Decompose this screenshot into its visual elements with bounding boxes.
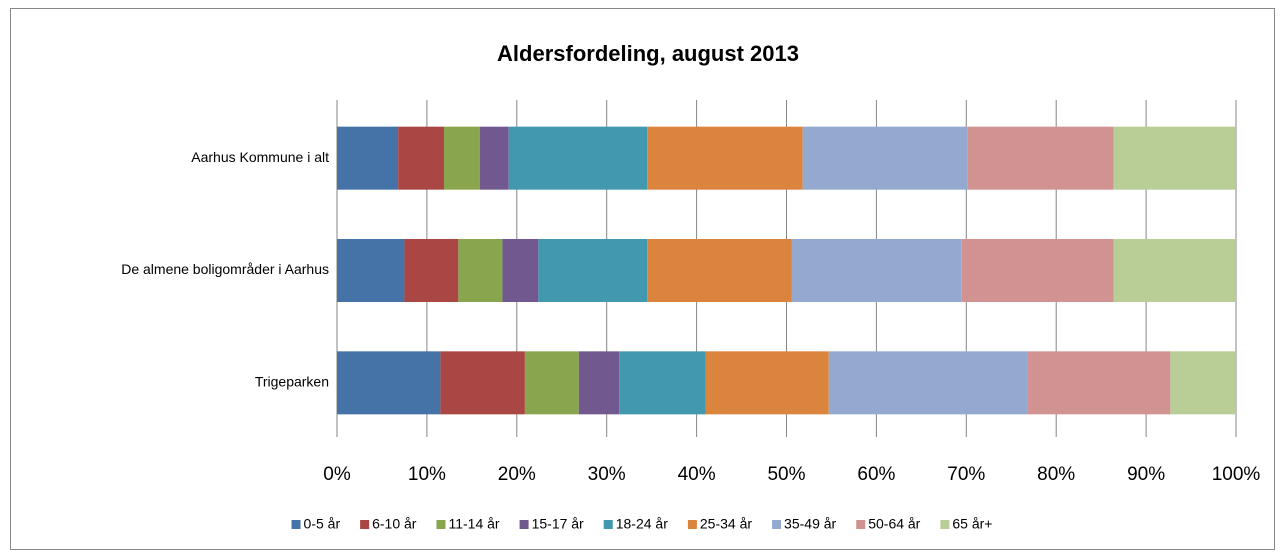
legend-label: 11-14 år [448,516,499,532]
bar-segment [337,351,441,415]
bar-segment [967,126,1114,190]
bar-segment [508,126,648,190]
y-tick-label: Aarhus Kommune i alt [191,149,329,165]
x-tick-label: 10% [408,464,446,485]
legend-label: 15-17 år [532,516,584,532]
legend-label: 18-24 år [616,516,668,532]
x-tick-label: 0% [323,464,351,485]
bar-segment [404,239,459,302]
x-tick-label: 20% [498,464,536,485]
bar-segment [619,351,706,415]
x-tick-label: 90% [1127,464,1165,485]
bar-segment [578,351,620,415]
legend-swatch [603,520,613,529]
legend-swatch [291,520,301,529]
bar-segment [705,351,829,415]
bar-segment [458,239,503,302]
bar-segment [337,126,399,190]
bar-segment [1027,351,1171,415]
chart-title: Aldersfordeling, august 2013 [497,41,799,66]
legend-label: 25-34 år [700,516,752,532]
bar-segment [791,239,962,302]
x-tick-label: 70% [947,464,985,485]
y-tick-label: De almene boligområder i Aarhus [121,261,329,277]
x-tick-label: 40% [678,464,716,485]
legend-label: 35-49 år [784,516,836,532]
legend-label: 50-64 år [868,516,920,532]
legend-swatch [772,520,782,529]
bar-segment [647,239,792,302]
legend-swatch [856,520,866,529]
x-tick-label: 100% [1212,464,1261,485]
legend-label: 6-10 år [372,516,417,532]
bar-segment [647,126,803,190]
bar-segment [524,351,579,415]
bar-segment [443,126,480,190]
bar-segment [1170,351,1236,415]
bar-segment [961,239,1114,302]
bar-segment [538,239,648,302]
y-tick-label: Trigeparken [255,374,329,390]
bar-segment [1113,126,1236,190]
legend-swatch [519,520,529,529]
bar-segment [802,126,968,190]
x-tick-label: 80% [1037,464,1075,485]
bar-segment [479,126,509,190]
bar-segment [1113,239,1236,302]
bar-segment [337,239,405,302]
legend-swatch [687,520,697,529]
legend-swatch [360,520,370,529]
legend-label: 65 år+ [952,516,992,532]
x-tick-label: 50% [767,464,805,485]
x-tick-label: 60% [857,464,895,485]
bar-segment [502,239,539,302]
legend-label: 0-5 år [304,516,341,532]
bar-segment [828,351,1028,415]
bar-segment [440,351,525,415]
legend-swatch [436,520,446,529]
x-tick-label: 30% [588,464,626,485]
legend-swatch [940,520,950,529]
bar-segment [398,126,444,190]
